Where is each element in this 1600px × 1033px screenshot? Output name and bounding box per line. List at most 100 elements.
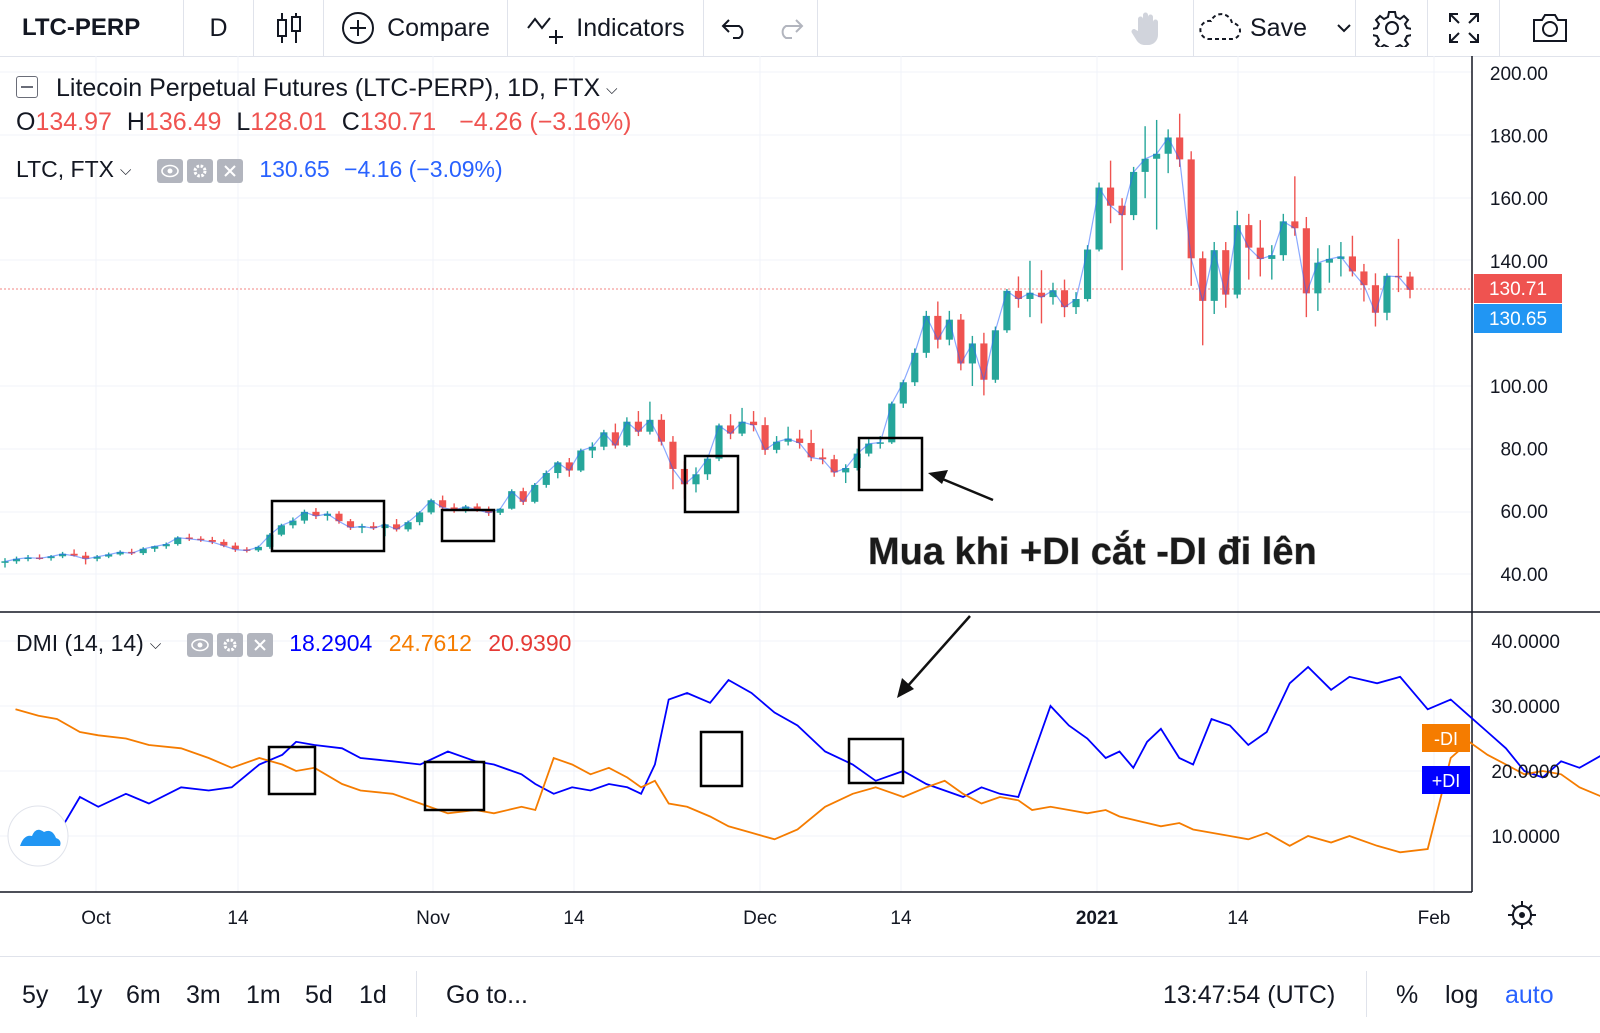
low-label: L <box>236 108 250 136</box>
time-tick-label: Dec <box>743 908 777 929</box>
dmi-legend[interactable]: DMI (14, 14)⌵18.2904 24.7612 20.9390 <box>16 630 571 657</box>
settings-button[interactable] <box>1356 0 1428 56</box>
compare-legend[interactable]: LTC, FTX⌵130.65 −4.16 (−3.09%) <box>16 156 503 183</box>
highlight-box <box>272 501 384 551</box>
dmi-tick-label: 10.0000 <box>1491 827 1560 848</box>
high-value: 136.49 <box>145 108 221 136</box>
snapshot-button[interactable] <box>1500 0 1600 56</box>
chart-canvas[interactable]: Mua khi +DI cắt -DI đi lên 200.00180.001… <box>0 56 1600 956</box>
price-tick-label: 40.00 <box>1500 565 1548 586</box>
dmi-tick-label: 40.0000 <box>1491 632 1560 653</box>
time-tick-label: Nov <box>416 908 450 929</box>
candles-icon <box>275 11 303 45</box>
time-tick-label: 14 <box>1227 908 1249 929</box>
time-tick-label: 14 <box>227 908 249 929</box>
range-button-1d[interactable]: 1d <box>359 957 387 1033</box>
undo-icon <box>719 16 749 40</box>
settings-gear-icon[interactable] <box>187 159 213 183</box>
range-button-3m[interactable]: 3m <box>186 957 221 1033</box>
range-button-1y[interactable]: 1y <box>76 957 102 1033</box>
candle <box>1222 242 1229 308</box>
remove-x-icon[interactable] <box>217 159 243 183</box>
redo-icon <box>776 16 806 40</box>
candle <box>1383 273 1390 320</box>
chart-type-button[interactable] <box>254 0 324 56</box>
auto-label: auto <box>1505 981 1554 1010</box>
candle <box>1395 239 1402 292</box>
interval-button[interactable]: D <box>184 0 254 56</box>
minus-di-line <box>16 709 1600 872</box>
price-tick-label: 100.00 <box>1490 377 1548 398</box>
remove-x-icon[interactable] <box>247 633 273 657</box>
range-button-1m[interactable]: 1m <box>246 957 281 1033</box>
settings-gear-icon[interactable] <box>217 633 243 657</box>
low-value: 128.01 <box>250 108 326 136</box>
candle <box>1314 248 1321 311</box>
log-toggle[interactable]: log <box>1445 957 1478 1033</box>
save-button[interactable]: Save <box>1194 0 1356 56</box>
highlight-box <box>849 739 903 783</box>
time-tick-label: Feb <box>1418 908 1451 929</box>
candle <box>831 455 838 477</box>
compare-button[interactable]: Compare <box>324 0 508 56</box>
camera-icon <box>1531 12 1569 44</box>
price-tick-label: 160.00 <box>1490 189 1548 210</box>
percent-label: % <box>1396 981 1418 1010</box>
redo-button[interactable] <box>764 0 818 56</box>
visibility-eye-icon[interactable] <box>187 633 213 657</box>
candle <box>1349 236 1356 277</box>
change-value: −4.26 (−3.16%) <box>459 108 631 136</box>
chevron-down-icon[interactable]: ⌵ <box>120 162 131 179</box>
time-tick-label: 14 <box>563 908 585 929</box>
goto-button[interactable]: Go to... <box>446 957 528 1033</box>
candle <box>1072 292 1079 314</box>
candle <box>646 402 653 435</box>
collapse-icon[interactable] <box>16 76 38 98</box>
visibility-eye-icon[interactable] <box>157 159 183 183</box>
highlight-box <box>425 762 484 810</box>
symbol-search-button[interactable]: LTC-PERP <box>0 0 184 56</box>
compare-name: LTC, FTX <box>16 156 114 182</box>
range-button-5d[interactable]: 5d <box>305 957 333 1033</box>
candle <box>1 558 8 567</box>
indicators-icon <box>526 10 566 46</box>
compare-price-label: 130.65 <box>1489 309 1547 330</box>
indicators-button[interactable]: Indicators <box>508 0 704 56</box>
bottom-toolbar: 5y 1y 6m 3m 1m 5d 1d Go to... 13:47:54 (UTC) %… <box>0 956 1600 1033</box>
clock[interactable]: 13:47:54 (UTC) <box>1163 957 1335 1033</box>
chevron-down-icon <box>1335 22 1353 34</box>
candle <box>1003 289 1010 333</box>
candle <box>1084 245 1091 301</box>
highlight-box <box>701 732 742 786</box>
chevron-down-icon[interactable]: ⌵ <box>606 81 617 98</box>
undo-button[interactable] <box>704 0 764 56</box>
candle <box>1257 220 1264 276</box>
range-button-5y[interactable]: 5y <box>22 957 48 1033</box>
compare-label: Compare <box>387 14 490 43</box>
fullscreen-icon <box>1448 12 1480 44</box>
hand-tool-button[interactable] <box>1100 0 1194 56</box>
compare-series-line <box>5 138 1410 562</box>
candle <box>1372 273 1379 326</box>
plus-circle-icon <box>341 11 375 45</box>
candle <box>1406 272 1413 299</box>
chevron-down-icon[interactable]: ⌵ <box>150 636 161 653</box>
candle <box>1326 245 1333 283</box>
time-tick-label: 14 <box>890 908 912 929</box>
candle <box>992 327 999 383</box>
range-button-6m[interactable]: 6m <box>126 957 161 1033</box>
candle <box>451 503 458 512</box>
fullscreen-button[interactable] <box>1428 0 1500 56</box>
axis-settings-button[interactable] <box>1508 901 1536 929</box>
ohlc-legend: O134.97 H136.49 L128.01 C130.71 −4.26 (−… <box>16 108 632 137</box>
last-price-label: 130.71 <box>1489 279 1547 300</box>
main-series-legend[interactable]: Litecoin Perpetual Futures (LTC-PERP), 1… <box>16 74 618 103</box>
percent-toggle[interactable]: % <box>1396 957 1418 1033</box>
auto-toggle[interactable]: auto <box>1505 957 1554 1033</box>
candle <box>1199 251 1206 345</box>
price-tick-label: 200.00 <box>1490 64 1548 85</box>
candle <box>13 557 20 564</box>
